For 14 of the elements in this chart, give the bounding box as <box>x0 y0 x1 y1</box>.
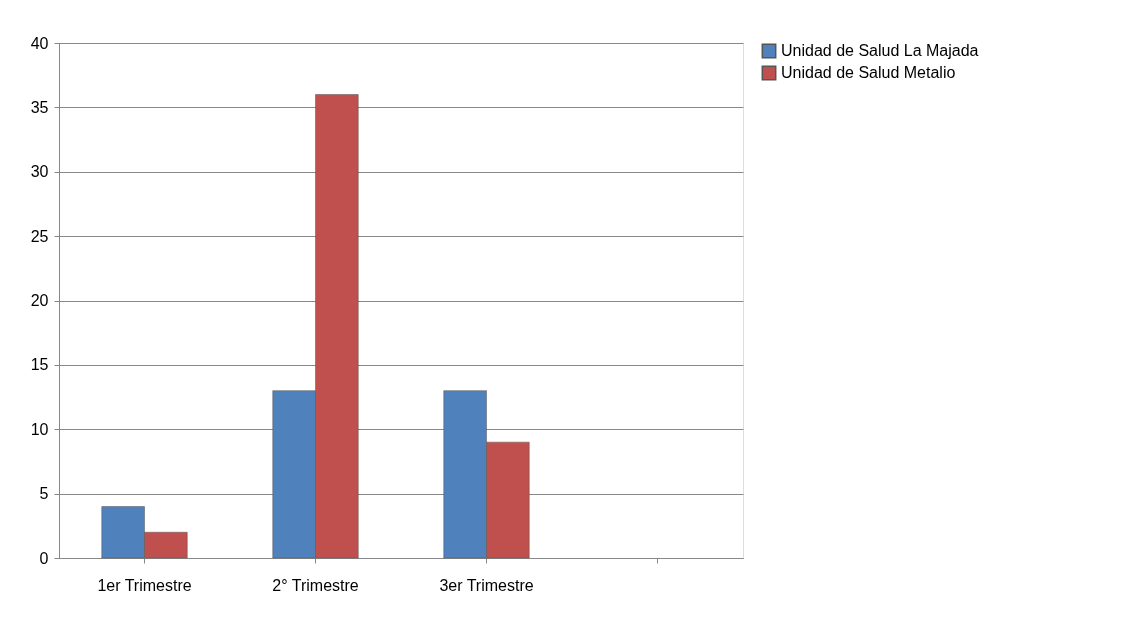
y-tick-label: 30 <box>30 163 49 181</box>
y-tick-label: 20 <box>30 292 49 309</box>
legend-label: Unidad de Salud Metalio <box>781 64 956 81</box>
y-tick-label: 15 <box>30 356 49 374</box>
y-tick-label: 0 <box>39 549 49 567</box>
x-tick-label: 1er Trimestre <box>97 576 192 594</box>
y-tick-label: 40 <box>30 34 49 52</box>
x-tick-label: 2° Trimestre <box>272 576 359 594</box>
legend-label: Unidad de Salud La Majada <box>781 42 979 59</box>
y-tick-label: 5 <box>39 485 49 503</box>
y-tick-label: 10 <box>30 420 49 438</box>
y-tick-label: 25 <box>30 227 49 245</box>
x-tick-label: 3er Trimestre <box>439 576 534 594</box>
y-tick-label: 35 <box>30 98 49 116</box>
